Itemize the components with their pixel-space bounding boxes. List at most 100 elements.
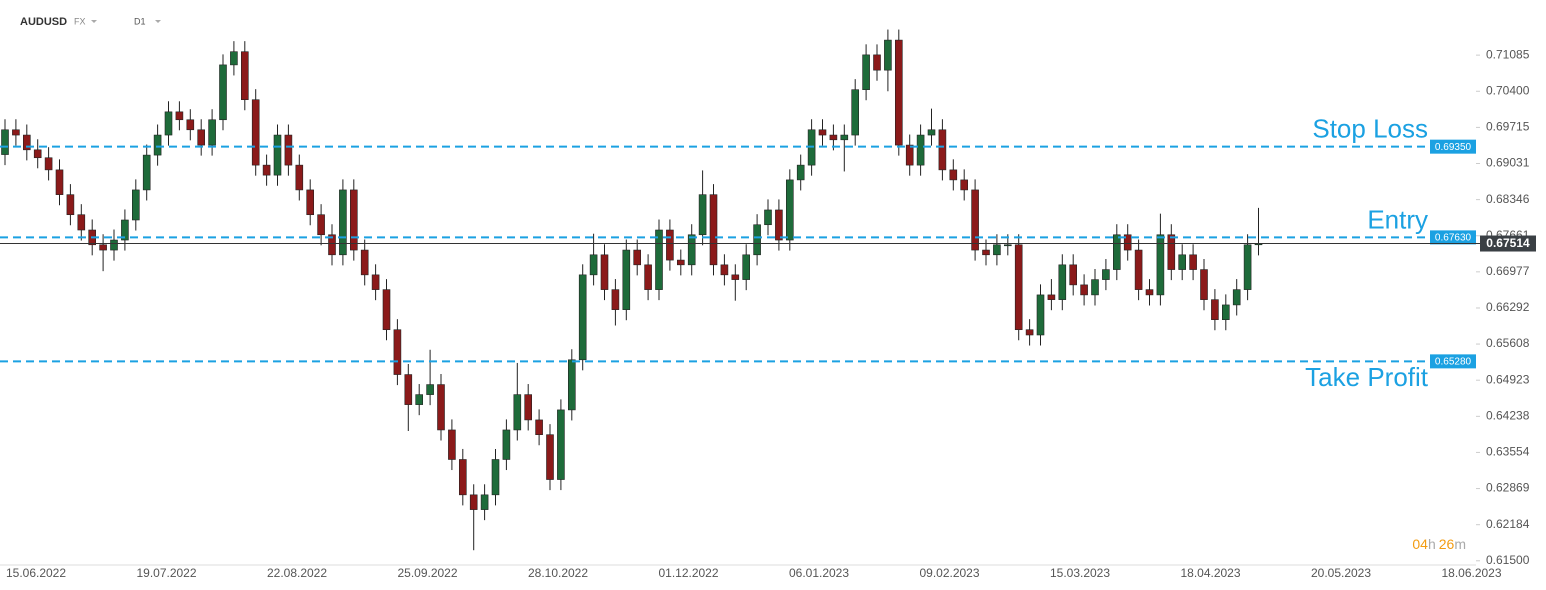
candle-body: [982, 249, 990, 256]
candle-body: [458, 459, 467, 496]
candle-body: [862, 54, 870, 90]
market[interactable]: FX: [74, 16, 86, 26]
candle-body: [1167, 234, 1176, 270]
candle-body: [404, 374, 413, 405]
candle-body: [360, 249, 369, 276]
candle-body: [22, 134, 31, 151]
y-tick-label: 0.61500: [1486, 553, 1530, 567]
candle-body: [1, 129, 9, 155]
candle-body: [927, 129, 936, 136]
candle-body: [644, 264, 652, 290]
candle-body: [480, 494, 489, 510]
candle-body: [306, 189, 315, 216]
candle-body: [317, 214, 325, 236]
candle-body: [262, 164, 271, 176]
candle-body: [273, 134, 282, 176]
candle-body: [687, 234, 696, 266]
candle-body: [251, 99, 260, 166]
candle-body: [295, 164, 304, 191]
candle-body: [1025, 329, 1034, 336]
last-price-label: 0.67514: [1486, 236, 1530, 250]
level-name: Stop Loss: [1312, 114, 1428, 144]
candle-body: [132, 189, 140, 221]
candle-body: [328, 234, 336, 256]
y-tick-label: 0.63554: [1486, 445, 1530, 459]
timeframe[interactable]: D1: [134, 16, 146, 26]
symbol[interactable]: AUDUSD: [20, 16, 67, 28]
candle-body: [219, 64, 227, 121]
y-tick-label: 0.65608: [1486, 336, 1530, 350]
x-tick-label: 18.06.2023: [1441, 566, 1501, 580]
candle-body: [469, 494, 478, 510]
candle-body: [426, 384, 434, 395]
candle-body: [142, 154, 151, 191]
candle-body: [524, 394, 533, 421]
candle-body: [655, 229, 663, 290]
candle-body: [960, 179, 969, 191]
candle-body: [513, 394, 522, 431]
candle-body: [1058, 264, 1067, 300]
y-tick-label: 0.66292: [1486, 300, 1530, 314]
candle-body: [971, 189, 979, 251]
candle-body: [1232, 289, 1241, 306]
candle-body: [437, 384, 445, 431]
level-price: 0.69350: [1435, 142, 1472, 153]
dropdown-arrow[interactable]: [91, 20, 97, 23]
candle-body: [208, 119, 216, 146]
candle-body: [1069, 264, 1077, 286]
candle-body: [1156, 234, 1165, 296]
candle-body: [33, 149, 42, 159]
candle-body: [12, 129, 20, 136]
y-tick-label: 0.62184: [1486, 517, 1530, 531]
candle-body: [1091, 279, 1099, 296]
x-tick-label: 19.07.2022: [136, 566, 196, 580]
y-tick-label: 0.64923: [1486, 372, 1530, 386]
timer: 04h 26m: [1412, 536, 1466, 552]
candle-body: [905, 144, 914, 166]
candle-body: [698, 194, 707, 236]
candle-body: [1047, 294, 1056, 300]
candle-body: [851, 89, 860, 136]
level-tag: [1430, 230, 1476, 245]
level-price: 0.65280: [1435, 357, 1472, 368]
level-tag: [1430, 139, 1476, 154]
candle-body: [230, 51, 238, 66]
candle-body: [676, 259, 685, 266]
candle-body: [371, 274, 380, 290]
y-tick-label: 0.68346: [1486, 192, 1530, 206]
candle-body: [611, 289, 620, 310]
x-tick-label: 18.04.2023: [1180, 566, 1240, 580]
candle-body: [1145, 289, 1154, 296]
y-tick-label: 0.66977: [1486, 264, 1530, 278]
y-tick-label: 0.71085: [1486, 47, 1530, 61]
candle-body: [186, 119, 195, 131]
candle-body: [600, 254, 609, 290]
candle-body: [633, 249, 642, 266]
candle-body: [578, 274, 587, 361]
candle-body: [66, 194, 75, 216]
x-tick-label: 28.10.2022: [528, 566, 588, 580]
candle-body: [349, 189, 358, 251]
candle-body: [535, 419, 543, 435]
candle-body: [840, 134, 849, 141]
candle-body: [175, 111, 184, 121]
candle-body: [491, 459, 500, 496]
candle-body: [873, 54, 881, 71]
candle-body: [938, 129, 947, 171]
candle-body: [393, 329, 402, 375]
dropdown-arrow[interactable]: [155, 20, 161, 23]
candle-body: [382, 289, 391, 331]
candle-body: [153, 134, 162, 156]
candle-body: [1014, 244, 1023, 331]
y-tick-label: 0.70400: [1486, 83, 1530, 97]
candle-body: [720, 264, 729, 276]
candle-body: [1080, 284, 1088, 296]
candle-body: [1003, 244, 1012, 247]
y-tick-label: 0.62869: [1486, 481, 1530, 495]
candle-body: [949, 169, 958, 181]
x-tick-label: 06.01.2023: [789, 566, 849, 580]
candle-body: [448, 429, 456, 460]
candle-body: [415, 394, 424, 405]
timer-m: m: [1454, 536, 1466, 552]
